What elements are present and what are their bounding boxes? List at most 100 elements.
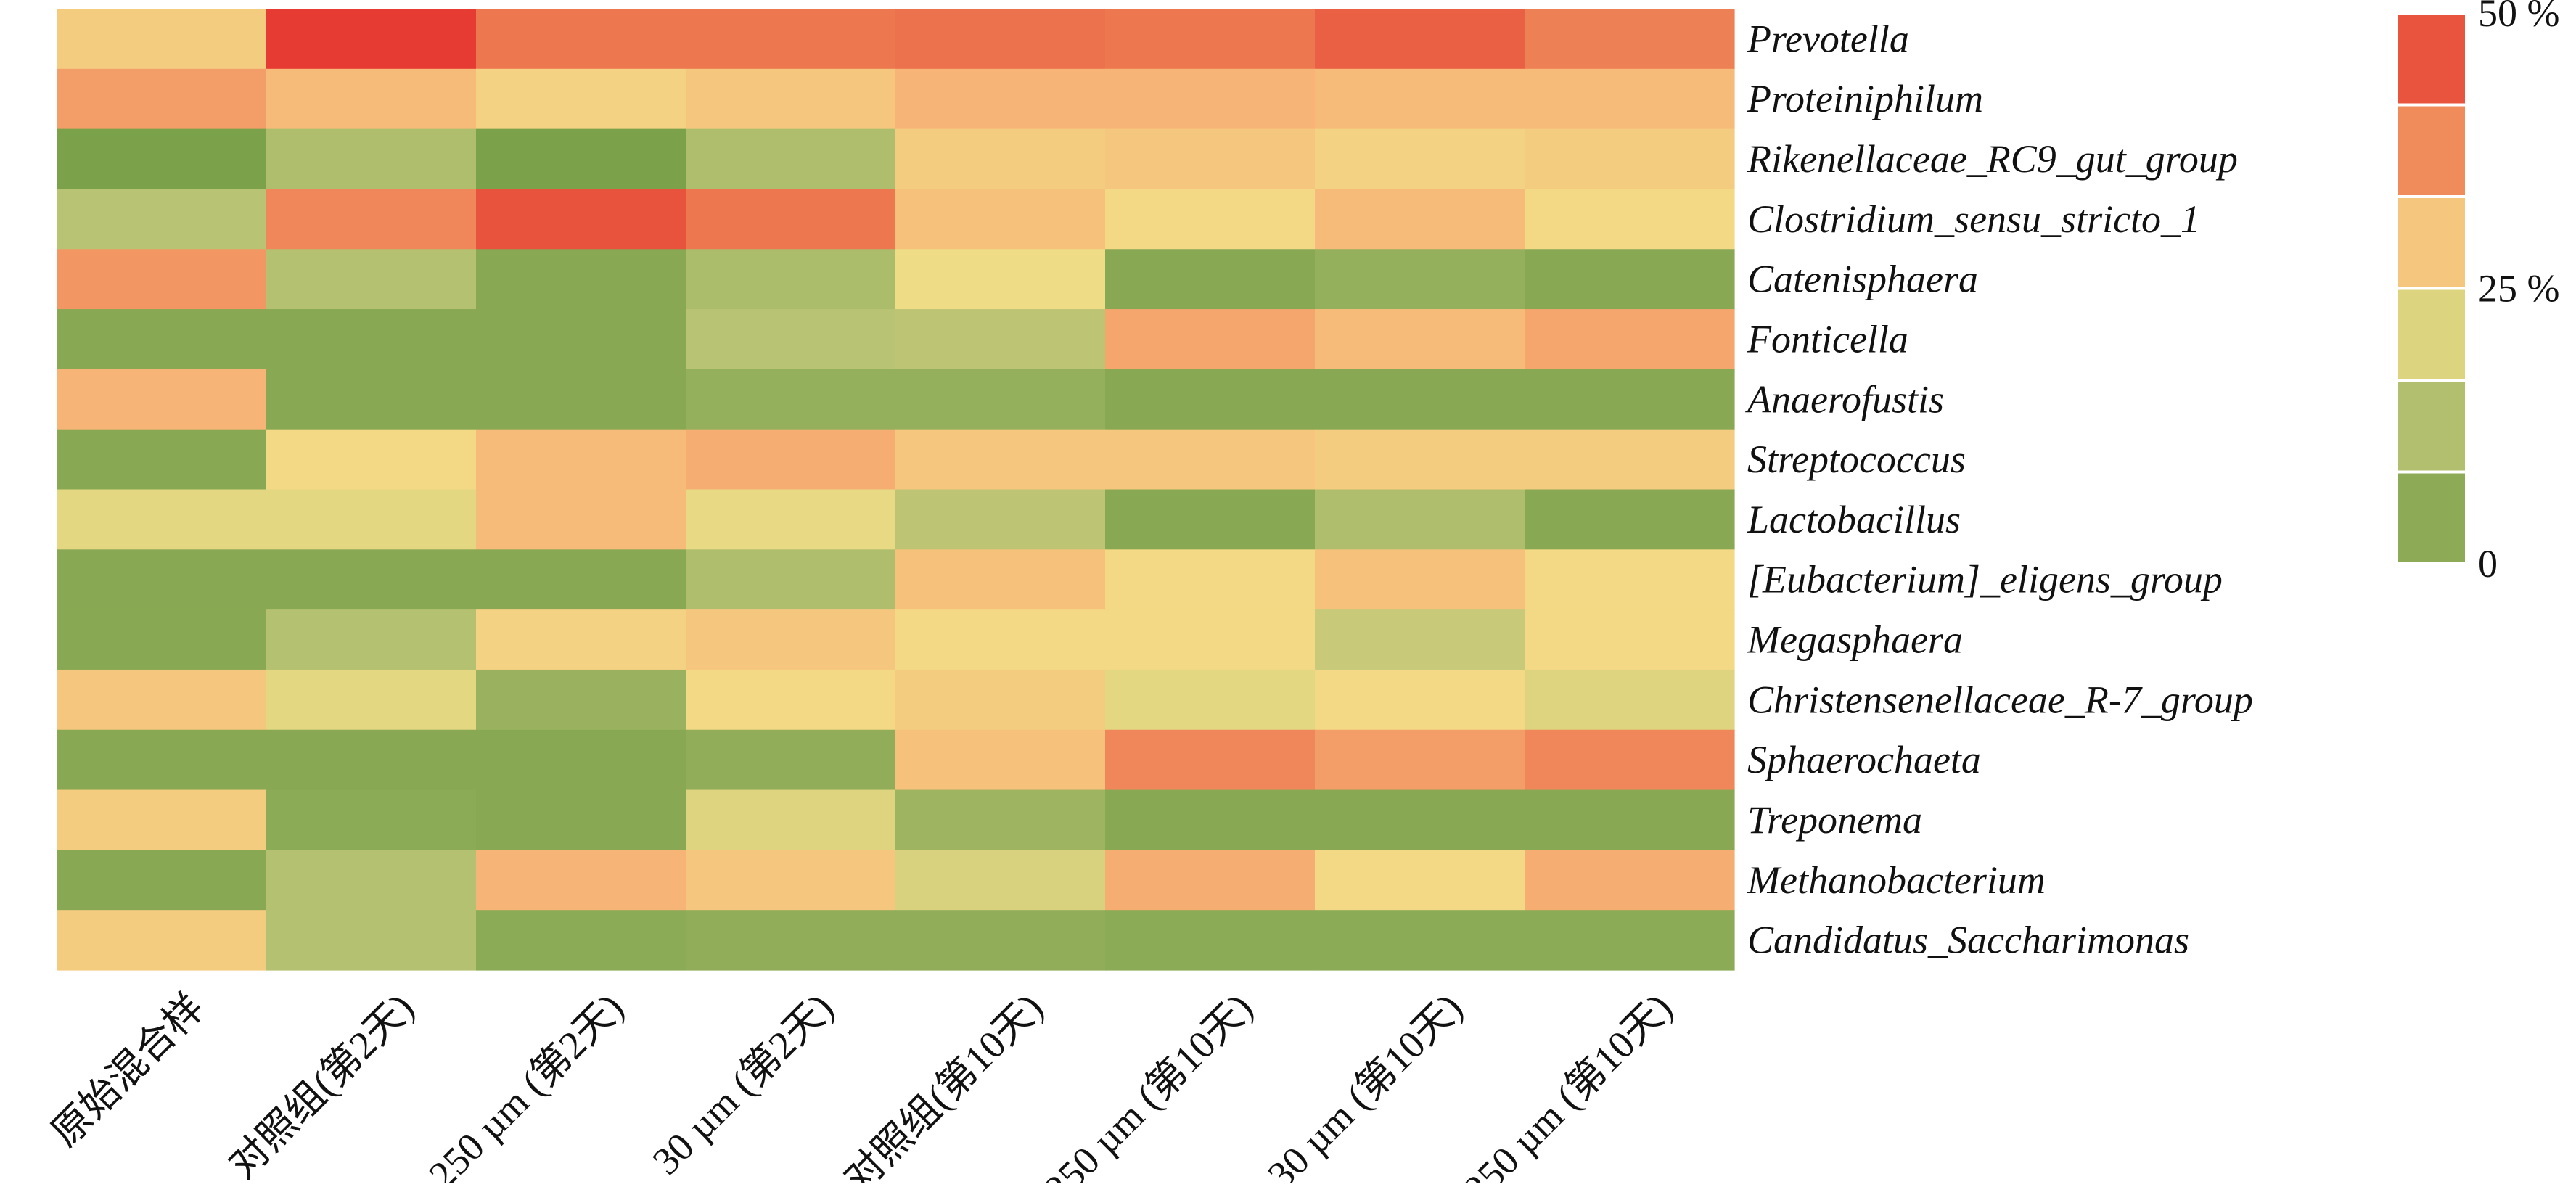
colorbar-bin [2398,382,2465,471]
row-label: Catenisphaera [1747,258,1978,301]
heatmap-cell [686,489,896,550]
colorbar-bin [2398,106,2465,195]
row-label: Sphaerochaeta [1747,738,1981,781]
colorbar-bin [2398,289,2465,379]
heatmap-cell [686,128,896,190]
heatmap-cell [1315,429,1525,490]
heatmap-cell [1315,609,1525,670]
heatmap-cell [57,549,267,610]
column-label: 250 µm (第10天) [1035,985,1260,1183]
heatmap-cell [1105,9,1316,70]
heatmap-cell [1315,549,1525,610]
row-label: Christensenellaceae_R-7_group [1747,678,2253,721]
heatmap-cell [1525,369,1735,430]
heatmap-cell [1525,609,1735,670]
heatmap-cell [57,128,267,190]
heatmap-cells [57,9,1735,971]
heatmap-cell [266,369,477,430]
heatmap-cell [266,309,477,370]
heatmap-cell [1525,549,1735,610]
colorbar-bin [2398,198,2465,287]
heatmap-cell [895,549,1106,610]
colorbar: 0 25 % 50 % [2398,0,2559,586]
heatmap-cell [57,489,267,550]
heatmap-cell [476,609,686,670]
heatmap-cell [57,309,267,370]
column-label: 对照组(第10天) [836,985,1051,1183]
heatmap-cell [1315,189,1525,250]
heatmap-cell [686,729,896,791]
heatmap-cell [266,249,477,310]
heatmap-cell [1105,189,1316,250]
heatmap-cell [476,489,686,550]
row-label: Rikenellaceae_RC9_gut_group [1747,137,2238,181]
heatmap-cell [895,669,1106,731]
heatmap-cell [266,910,477,971]
heatmap-cell [686,549,896,610]
heatmap-cell [1315,309,1525,370]
heatmap-cell [476,910,686,971]
heatmap-cell [266,128,477,190]
row-label: [Eubacterium]_eligens_group [1747,558,2223,601]
heatmap-cell [476,309,686,370]
heatmap-cell [1105,549,1316,610]
heatmap-cell [1315,68,1525,130]
row-labels: Prevotella Proteiniphilum Rikenellaceae_RC… [1745,17,2253,961]
heatmap-cell [476,429,686,490]
column-label: 250 µm (第2天) [420,985,631,1183]
heatmap-cell [895,489,1106,550]
heatmap-cell [686,309,896,370]
heatmap-cell [266,549,477,610]
heatmap-cell [895,609,1106,670]
heatmap-cell [1525,669,1735,731]
colorbar-bin [2398,15,2465,104]
colorbar-tick-label: 50 % [2478,0,2559,35]
heatmap-cell [895,309,1106,370]
heatmap-cell [1105,489,1316,550]
heatmap-cell [1525,850,1735,911]
column-label: 250 µm (第10天) [1455,985,1680,1183]
heatmap-cell [266,9,477,70]
heatmap-cell [686,249,896,310]
heatmap-cell [686,609,896,670]
row-label: Prevotella [1747,17,1909,60]
heatmap-cell [476,669,686,731]
heatmap-cell [1105,609,1316,670]
row-label: Clostridium_sensu_stricto_1 [1747,197,2200,241]
heatmap-cell [57,609,267,670]
heatmap-cell [1315,369,1525,430]
heatmap-cell [686,789,896,850]
heatmap-cell [57,850,267,911]
heatmap-cell [1105,309,1316,370]
row-label: Lactobacillus [1747,498,1961,541]
heatmap-cell [1105,789,1316,850]
heatmap-cell [1525,128,1735,190]
heatmap-cell [476,68,686,130]
heatmap-cell [895,729,1106,791]
heatmap-cell [895,189,1106,250]
heatmap-cell [1315,249,1525,310]
heatmap-cell [1105,128,1316,190]
row-label: Candidatus_Saccharimonas [1747,919,2189,962]
heatmap-cell [895,789,1106,850]
heatmap-cell [1315,789,1525,850]
heatmap-cell [686,850,896,911]
heatmap-cell [1315,489,1525,550]
heatmap-cell [57,369,267,430]
heatmap-cell [476,729,686,791]
row-label: Megasphaera [1747,618,1963,662]
heatmap-cell [57,189,267,250]
row-label: Streptococcus [1747,438,1966,481]
heatmap-cell [1105,369,1316,430]
colorbar-tick-label: 0 [2478,542,2498,586]
heatmap-cell [266,68,477,130]
heatmap-cell [266,729,477,791]
column-label: 30 µm (第2天) [644,985,842,1183]
heatmap-cell [1315,669,1525,731]
heatmap-cell [1525,249,1735,310]
heatmap-cell [476,850,686,911]
heatmap-cell [895,249,1106,310]
heatmap-cell [266,850,477,911]
heatmap-cell [476,249,686,310]
